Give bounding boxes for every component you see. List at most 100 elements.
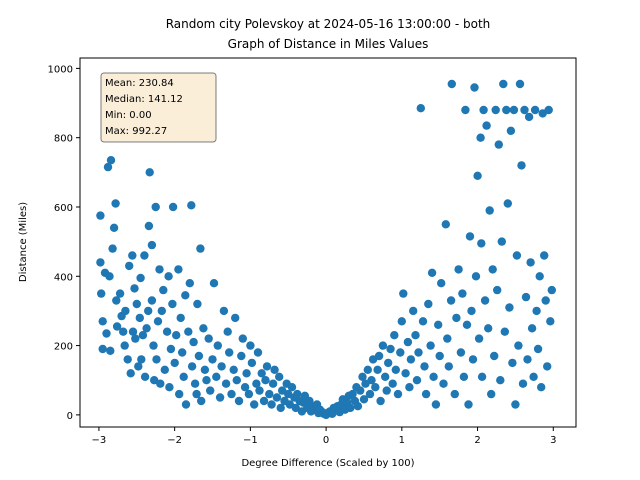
x-tick-label: 0: [323, 435, 329, 446]
data-point: [134, 362, 143, 371]
data-point: [412, 376, 422, 385]
data-point: [165, 383, 174, 392]
data-point: [526, 258, 535, 267]
data-point: [488, 265, 497, 274]
data-point: [244, 389, 254, 399]
data-point: [217, 362, 226, 371]
data-point: [537, 383, 546, 392]
data-point: [150, 376, 159, 385]
data-point: [429, 372, 438, 381]
data-point: [381, 372, 390, 381]
data-point: [145, 168, 154, 177]
data-point: [237, 351, 246, 361]
data-point: [434, 320, 443, 329]
data-point: [152, 355, 161, 364]
data-point: [102, 329, 111, 338]
x-tick-label: −1: [243, 435, 258, 446]
data-point: [109, 223, 119, 232]
x-tick-label: −3: [92, 435, 107, 446]
data-point: [397, 317, 406, 326]
data-point: [208, 355, 217, 364]
data-point: [253, 348, 263, 357]
data-point: [246, 341, 255, 350]
data-point: [112, 296, 121, 305]
y-tick-label: 200: [54, 342, 73, 353]
data-point: [426, 341, 435, 350]
data-point: [391, 365, 400, 374]
data-point: [137, 355, 146, 364]
data-point: [232, 376, 241, 385]
data-point: [541, 296, 550, 305]
data-point: [485, 206, 494, 215]
data-point: [97, 289, 106, 298]
data-point: [365, 389, 375, 399]
data-point: [166, 344, 176, 354]
data-point: [348, 389, 357, 399]
data-point: [179, 372, 188, 381]
data-point: [473, 171, 482, 180]
data-point: [238, 334, 247, 343]
data-point: [194, 351, 204, 361]
data-point: [270, 365, 279, 374]
data-point: [376, 396, 385, 406]
data-point: [185, 279, 194, 288]
data-point: [187, 201, 196, 210]
data-point: [96, 258, 105, 267]
data-point: [500, 327, 509, 336]
data-point: [388, 379, 397, 388]
data-point: [496, 376, 505, 385]
data-point: [484, 324, 493, 333]
chart-title-line2: Graph of Distance in Miles Values: [228, 37, 429, 51]
data-point: [190, 379, 200, 388]
data-point: [470, 83, 479, 92]
data-point: [353, 402, 363, 411]
data-point: [206, 386, 215, 395]
data-point: [106, 156, 116, 165]
data-point: [157, 306, 166, 316]
data-point: [373, 365, 382, 374]
data-point: [356, 386, 365, 395]
data-point: [275, 372, 284, 381]
data-point: [411, 331, 420, 340]
data-point: [168, 299, 177, 309]
data-point: [409, 306, 418, 316]
data-point: [181, 400, 191, 409]
data-point: [204, 334, 213, 343]
data-point: [467, 306, 476, 316]
data-point: [126, 369, 135, 378]
data-point: [291, 403, 300, 413]
data-point: [159, 285, 168, 295]
data-point: [529, 372, 538, 381]
data-point: [192, 389, 201, 399]
data-point: [420, 362, 429, 371]
data-point: [225, 348, 234, 357]
data-point: [547, 285, 556, 295]
data-point: [128, 327, 138, 336]
data-point: [443, 334, 452, 343]
data-point: [439, 379, 448, 388]
data-point: [144, 306, 153, 316]
stats-min: Min: 0.00: [105, 110, 152, 121]
data-point: [477, 372, 487, 381]
data-point: [135, 313, 144, 323]
data-point: [174, 265, 183, 274]
data-point: [155, 265, 164, 274]
y-tick-label: 400: [54, 272, 73, 283]
y-tick-label: 600: [54, 203, 73, 214]
data-point: [140, 251, 149, 260]
data-point: [450, 389, 459, 399]
data-point: [444, 362, 453, 371]
data-point: [142, 324, 151, 333]
y-tick-label: 1000: [48, 64, 73, 75]
data-point: [378, 341, 388, 350]
data-point: [393, 389, 403, 399]
data-point: [456, 348, 466, 357]
data-point: [480, 296, 490, 305]
data-point: [176, 313, 185, 323]
data-point: [132, 299, 141, 309]
data-point: [140, 372, 150, 381]
data-point: [105, 272, 114, 281]
data-point: [371, 383, 380, 392]
stats-median: Median: 141.12: [105, 94, 183, 105]
